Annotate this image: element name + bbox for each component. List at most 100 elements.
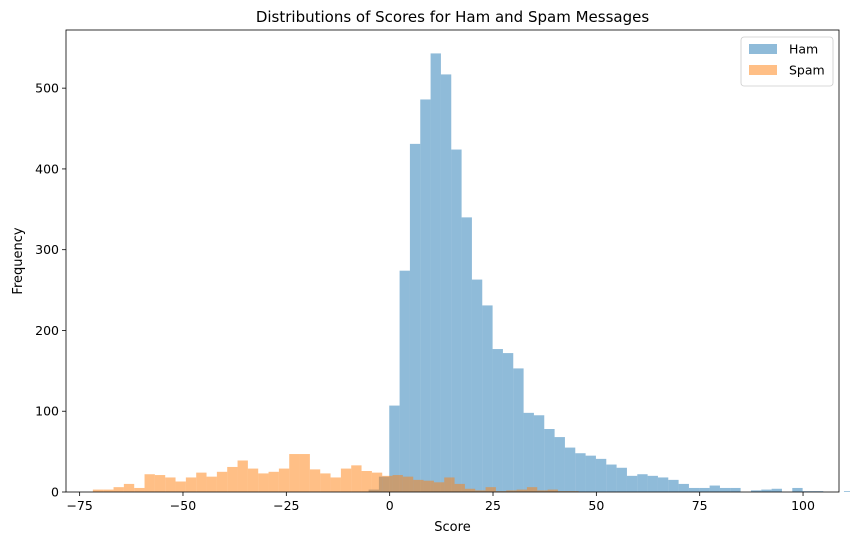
spam-bar (268, 471, 279, 492)
ham-bar (709, 485, 720, 492)
ham-bar (761, 489, 772, 492)
spam-bar (247, 468, 259, 492)
y-tick-label: 100 (35, 404, 59, 419)
x-tick-label: 100 (791, 498, 815, 513)
spam-bar (123, 483, 135, 492)
spam-bar (547, 489, 558, 492)
y-tick-label: 500 (35, 81, 59, 96)
ham-bar (750, 490, 762, 492)
spam-bar (113, 487, 124, 492)
spam-bar (557, 491, 569, 492)
y-tick-label: 0 (51, 485, 59, 500)
ham-bar (575, 453, 586, 492)
ham-bar (430, 53, 441, 493)
spam-bar (154, 475, 166, 492)
ham-bar (843, 491, 850, 492)
ham-bar (802, 491, 813, 492)
x-tick-label: 25 (485, 498, 501, 513)
spam-bar (371, 472, 383, 492)
ham-bar (812, 491, 824, 492)
spam-bar (330, 477, 341, 492)
ham-bar (606, 464, 617, 492)
spam-bar (134, 487, 145, 492)
spam-bar (402, 476, 414, 492)
ham-bar (482, 305, 493, 492)
ham-bar (657, 477, 669, 492)
ham-bar (389, 405, 400, 492)
spam-bar (175, 481, 186, 492)
spam-bar (351, 465, 362, 492)
ham-bar (554, 437, 565, 492)
spam-bar (485, 487, 496, 492)
spam-bar (506, 490, 517, 492)
spam-bar (278, 468, 290, 492)
x-axis-label: Score (434, 520, 470, 535)
ham-bar (585, 455, 596, 492)
legend-label-ham: Ham (789, 42, 818, 57)
y-tick-label: 400 (35, 161, 59, 176)
legend-swatch-spam (749, 65, 777, 75)
ham-bar (544, 429, 555, 492)
x-axis-ticks: −75 −50 −25 0 25 50 75 100 (66, 492, 815, 513)
y-tick-label: 300 (35, 242, 59, 257)
chart-title: Distributions of Scores for Ham and Spam… (256, 8, 650, 26)
ham-bar (513, 368, 524, 492)
legend-label-spam: Spam (789, 63, 825, 78)
spam-bar (227, 466, 238, 492)
ham-bar (678, 483, 689, 492)
spam-bar (516, 489, 527, 492)
y-tick-label: 200 (35, 323, 59, 338)
spam-bar (196, 472, 207, 492)
ham-bar (792, 487, 803, 492)
ham-bar (616, 467, 627, 492)
x-tick-label: 50 (588, 498, 604, 513)
ham-bar (399, 270, 410, 492)
ham-bar (771, 488, 782, 492)
spam-bar (475, 490, 486, 492)
ham-bar (461, 217, 472, 492)
spam-bar (258, 473, 269, 492)
ham-bar (595, 458, 607, 492)
ham-bar (420, 99, 431, 493)
spam-bar (92, 489, 104, 492)
plot-frame (65, 29, 840, 493)
ham-bar (471, 279, 483, 492)
ham-bar (451, 149, 462, 493)
ham-bar (440, 74, 452, 493)
spam-bar (495, 491, 507, 492)
ham-bar (492, 349, 503, 492)
spam-bar (309, 469, 321, 492)
spam-bar (361, 471, 372, 492)
spam-bar (454, 483, 465, 492)
ham-bar (523, 412, 534, 492)
ham-bar (668, 479, 679, 492)
spam-bar (537, 490, 548, 492)
spam-bar (464, 488, 476, 492)
spam-bar (216, 471, 228, 492)
spam-bar (320, 473, 331, 492)
ham-bar (730, 487, 741, 492)
spam-bar (423, 480, 434, 492)
ham-bar (533, 415, 545, 492)
spam-bar (185, 477, 197, 492)
ham-bar (502, 353, 514, 492)
x-tick-label: 75 (692, 498, 708, 513)
y-axis-label: Frequency (11, 227, 26, 294)
x-tick-label: −25 (273, 498, 299, 513)
legend-swatch-ham (749, 44, 777, 54)
legend: Ham Spam (740, 36, 834, 87)
ham-bar (719, 487, 731, 492)
series-spam (92, 454, 579, 492)
ham-bar (688, 487, 700, 492)
x-tick-label: −75 (66, 498, 92, 513)
ham-bar (409, 143, 421, 492)
ham-bar (626, 475, 638, 492)
spam-bar (413, 479, 424, 492)
spam-bar (392, 475, 403, 492)
spam-bar (382, 475, 393, 492)
x-tick-label: 0 (386, 498, 394, 513)
spam-bar (289, 454, 300, 492)
x-tick-label: −50 (170, 498, 196, 513)
ham-bar (647, 475, 658, 492)
